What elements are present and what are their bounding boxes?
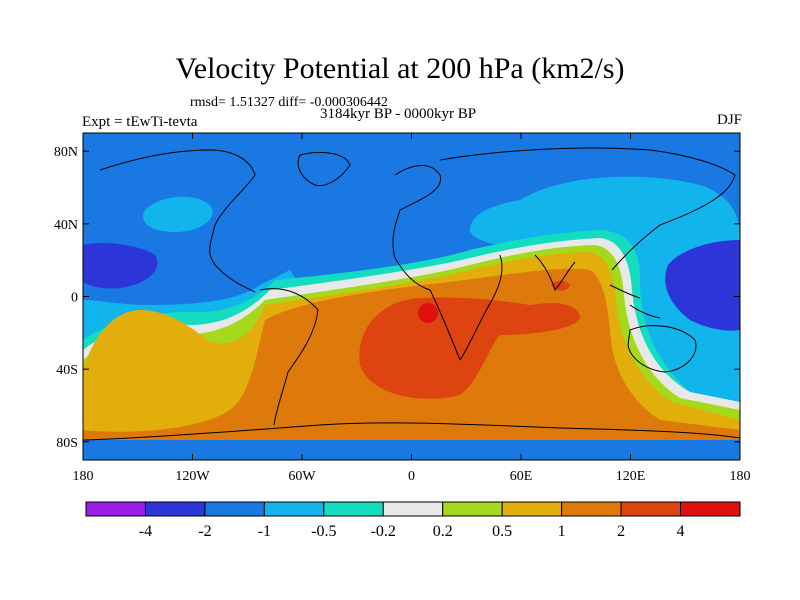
lat-tick-label: 80N	[54, 145, 78, 160]
coast-maritime-asia	[609, 284, 661, 319]
colorbar-swatch	[144, 501, 206, 517]
lat-tick-label: 80S	[56, 436, 78, 451]
coast-europe-africa	[392, 165, 461, 361]
lon-tick-label: 180	[73, 469, 94, 484]
colorbar-label: 0.2	[433, 523, 453, 540]
lon-tick-label: 120E	[616, 469, 646, 484]
lon-tick-label: 120W	[175, 469, 210, 484]
colorbar-swatch	[442, 501, 503, 517]
time-period-label: 3184kyr BP - 0000kyr BP	[320, 106, 477, 122]
colorbar-label: -2	[198, 523, 211, 540]
colorbar-label: 1	[558, 523, 566, 540]
lat-tick-label: 0	[71, 291, 78, 306]
lat-tick-label: 40N	[54, 218, 78, 233]
colorbar-swatch	[323, 501, 384, 517]
lon-tick-label: 0	[408, 469, 415, 484]
colorbar-label: 4	[677, 523, 685, 540]
contour-band-neg2-pacific-east	[83, 243, 158, 289]
coast-greenland	[297, 152, 351, 187]
lon-tick-label: 60E	[510, 469, 533, 484]
coast-south-america	[259, 288, 319, 426]
lon-tick-label: 180	[730, 469, 751, 484]
season-label: DJF	[716, 112, 742, 128]
colorbar-label: -0.2	[371, 523, 396, 540]
lon-tick-label: 60W	[288, 469, 316, 484]
latitude-axis: 80N 40N 0 40S 80S	[54, 145, 740, 451]
rmsd-diff-stats: rmsd= 1.51327 diff= -0.000306442	[190, 95, 388, 110]
colorbar-swatch	[680, 501, 741, 517]
coastlines	[83, 147, 740, 441]
contour-band-max	[418, 303, 438, 323]
colorbar-label: -1	[258, 523, 271, 540]
contour-band-neg2-pacific-west	[665, 240, 740, 331]
contour-band-neg05-natl	[143, 196, 213, 232]
colorbar-swatch	[263, 501, 325, 517]
colorbar-swatch	[204, 501, 265, 517]
lat-tick-label: 40S	[56, 363, 78, 378]
colorbar-swatch	[561, 501, 622, 517]
colorbar-label: 0.5	[492, 523, 512, 540]
colorbar-swatch	[85, 501, 146, 517]
coast-asia	[439, 147, 736, 271]
coast-australia	[627, 325, 697, 373]
coast-north-america	[99, 149, 256, 293]
colorbar-swatch	[382, 501, 444, 517]
colorbar-swatch	[501, 501, 563, 517]
colorbar-swatch	[620, 501, 682, 517]
colorbar-label: -0.5	[311, 523, 336, 540]
longitude-axis: 180 120W 60W 0 60E 120E 180	[73, 133, 751, 484]
contour-band-pos4	[359, 297, 580, 399]
chart-title: Velocity Potential at 200 hPa (km2/s)	[175, 52, 625, 85]
colorbar-label: -4	[139, 523, 152, 540]
colorbar: -4 -2 -1 -0.5 -0.2 0.2 0.5 1 2 4	[85, 501, 741, 540]
colorbar-label: 2	[617, 523, 625, 540]
coast-antarctica	[83, 422, 740, 441]
contour-field	[83, 133, 740, 460]
experiment-label: Expt = tEwTi-tevta	[82, 114, 198, 130]
contour-band-pos4-india	[551, 280, 570, 291]
coast-africa-east	[459, 254, 503, 361]
coast-india	[534, 254, 576, 292]
